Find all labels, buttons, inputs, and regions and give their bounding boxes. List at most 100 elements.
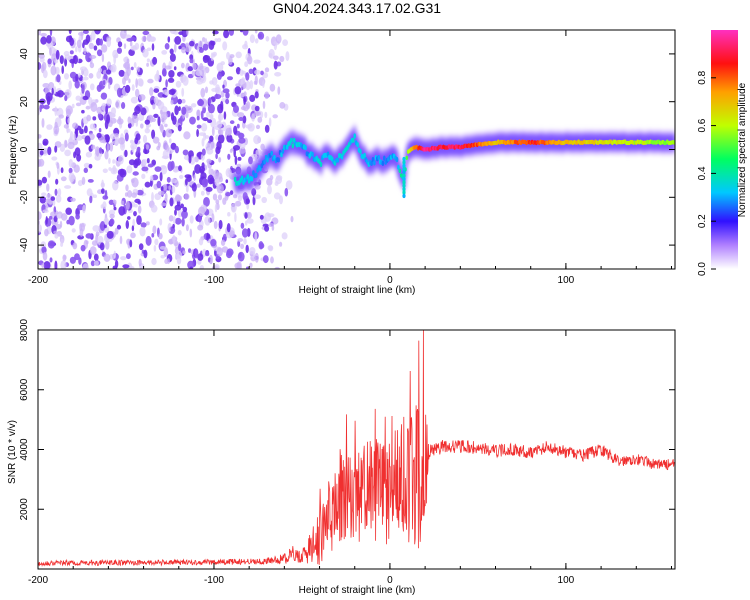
noise-speckle (167, 77, 175, 83)
noise-speckle (229, 148, 233, 153)
noise-speckle (116, 47, 122, 54)
noise-speckle (41, 118, 45, 128)
noise-speckle (64, 95, 68, 102)
noise-speckle (127, 116, 132, 124)
noise-speckle (41, 192, 47, 197)
snr-xtick-label: -200 (28, 575, 48, 586)
track-cell (352, 137, 355, 143)
noise-speckle (235, 51, 242, 59)
noise-speckle (243, 238, 247, 245)
noise-speckle (139, 226, 146, 237)
noise-speckle (90, 260, 95, 267)
snr-series-line (38, 330, 675, 567)
noise-speckle (152, 136, 160, 144)
noise-speckle (108, 167, 112, 171)
noise-speckle (182, 206, 188, 213)
track-dip-cell (402, 166, 406, 172)
noise-speckle (121, 30, 127, 35)
noise-speckle (137, 205, 142, 214)
noise-speckle (131, 192, 137, 198)
noise-speckle (160, 254, 165, 259)
noise-speckle (132, 45, 137, 50)
noise-speckle (228, 30, 234, 36)
noise-speckle (200, 110, 204, 120)
noise-speckle (254, 194, 261, 199)
noise-speckle (178, 106, 181, 111)
noise-speckle (89, 55, 97, 59)
track-cell (370, 160, 373, 166)
noise-speckle (163, 247, 169, 258)
noise-speckle (211, 77, 218, 86)
noise-speckle (159, 172, 163, 182)
noise-speckle (137, 78, 144, 87)
noise-speckle (260, 143, 265, 151)
track-cell (246, 174, 250, 180)
noise-speckle (99, 242, 105, 251)
noise-speckle (172, 223, 175, 229)
noise-speckle (123, 43, 127, 49)
noise-speckle (172, 167, 180, 173)
noise-speckle (141, 166, 149, 172)
noise-speckle (128, 265, 135, 269)
noise-speckle (75, 46, 78, 53)
noise-speckle (247, 55, 253, 65)
noise-speckle (116, 87, 123, 98)
noise-speckle (264, 124, 270, 133)
noise-speckle (70, 197, 76, 202)
noise-speckle (227, 153, 231, 160)
noise-speckle (188, 154, 192, 164)
noise-speckle (233, 105, 239, 113)
noise-speckle (151, 233, 155, 238)
noise-speckle (113, 250, 117, 259)
noise-speckle (137, 200, 141, 205)
noise-speckle (49, 215, 53, 220)
noise-speckle (109, 117, 117, 124)
track-dip-cell (402, 163, 406, 168)
noise-speckle (85, 34, 91, 44)
noise-speckle (45, 198, 51, 204)
track-cell (240, 175, 244, 181)
noise-speckle (171, 185, 176, 194)
noise-speckle (181, 87, 185, 97)
track-cell (304, 145, 307, 151)
noise-speckle (50, 211, 57, 217)
noise-speckle (104, 150, 109, 160)
noise-speckle (204, 86, 209, 94)
noise-speckle (209, 257, 213, 265)
noise-speckle (225, 168, 232, 178)
track-dip-cell (402, 193, 406, 199)
noise-speckle (226, 52, 230, 60)
noise-speckle (130, 232, 136, 239)
noise-speckle (262, 100, 266, 110)
noise-speckle (249, 94, 256, 102)
noise-speckle (40, 32, 47, 37)
noise-speckle (56, 213, 63, 219)
noise-speckle (68, 80, 72, 90)
colorbar-label: Normalized spectral amplitude (737, 82, 748, 217)
noise-speckle (153, 244, 157, 252)
noise-speckle (42, 251, 48, 261)
noise-speckle (260, 70, 264, 76)
noise-speckle (222, 41, 228, 51)
spectrogram-ytick-label: 20 (19, 96, 30, 108)
noise-speckle (156, 180, 162, 189)
snr-ytick-label: 2000 (19, 498, 30, 521)
noise-speckle (202, 106, 207, 114)
noise-speckle (106, 61, 112, 69)
noise-speckle (120, 200, 125, 205)
noise-speckle (169, 53, 176, 62)
noise-speckle (185, 110, 189, 119)
noise-speckle (161, 68, 167, 77)
noise-speckle (92, 225, 100, 232)
noise-speckle (92, 116, 97, 121)
noise-speckle (234, 212, 237, 223)
noise-speckle (215, 153, 218, 160)
noise-speckle (96, 70, 102, 79)
noise-speckle (244, 212, 248, 219)
noise-speckle (156, 145, 161, 151)
noise-speckle (98, 147, 103, 154)
noise-speckle (245, 80, 251, 91)
noise-speckle (181, 106, 187, 116)
noise-speckle (168, 215, 174, 222)
